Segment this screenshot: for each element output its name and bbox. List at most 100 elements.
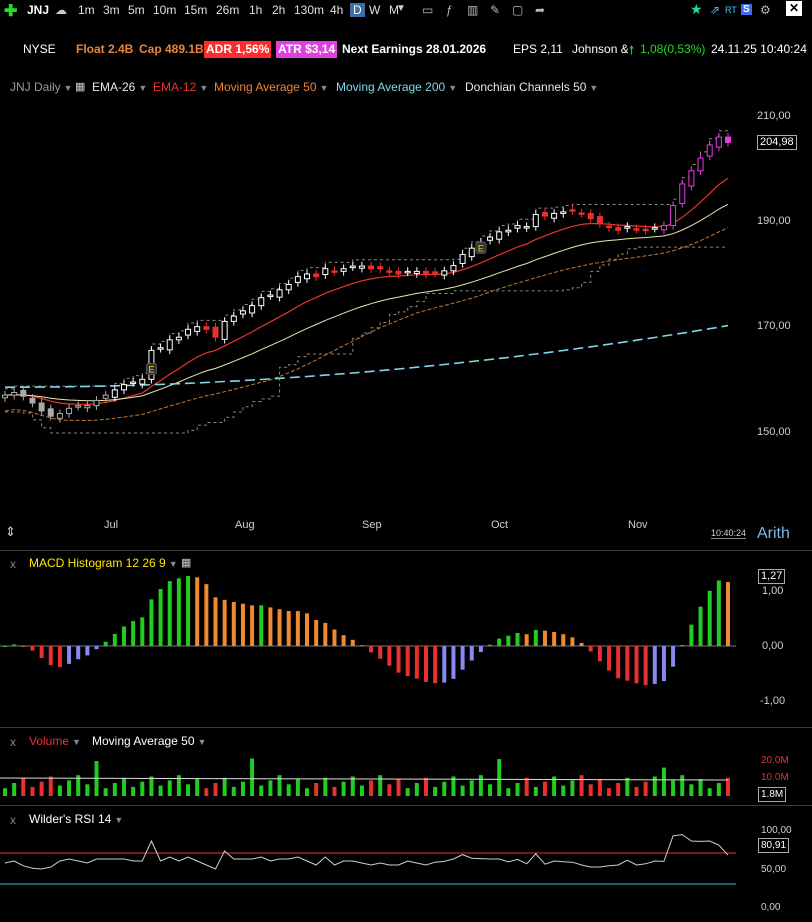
clock-label: 10:40:24 [711,528,747,539]
macd-bar [240,603,245,646]
macd-bar [121,626,126,646]
volume-bar [195,779,200,796]
gear-icon[interactable]: ⚙ [760,3,771,17]
rsi-line [4,834,729,870]
grid-icon[interactable]: ▦ [75,81,86,93]
candle-body [697,157,704,172]
timeframe-1m[interactable]: 1m [78,3,95,17]
study-ema26[interactable]: EMA-26 ▼ [92,80,148,94]
candle-body [459,254,466,264]
timeframe-2h[interactable]: 2h [272,3,286,17]
watchlist-star-icon[interactable]: ★ [690,1,703,17]
candle-body [267,294,274,298]
macd-bar [433,646,438,684]
timeframe-3m[interactable]: 3m [103,3,120,17]
volume-ma-title[interactable]: Moving Average 50 ▼ [92,734,207,748]
macd-bar [698,606,703,646]
timeframe-W[interactable]: W [369,3,381,17]
macd-bar [396,646,401,673]
datetime: 24.11.25 10:40:24 [711,42,807,56]
macd-chart[interactable] [0,551,812,727]
candle-body [84,405,91,409]
rsi-chart[interactable] [0,806,812,922]
candle-body [239,310,246,315]
symbol-field[interactable]: JNJ [27,3,50,17]
timeframe-130m[interactable]: 130m [294,3,325,17]
indicator-icon[interactable]: ƒ [446,3,453,17]
macd-bar [506,635,511,646]
candle-body [551,212,558,219]
exchange-label: NYSE [23,42,56,56]
volume-bar [405,788,410,796]
candle-body [606,225,613,229]
candle-body [624,226,631,229]
candle-body [487,236,494,241]
price-label-170: 170,00 [757,320,791,332]
candle-body [395,270,402,275]
macd-bar [12,644,17,646]
study-ema12[interactable]: EMA-12 ▼ [153,80,209,94]
pane-divider[interactable] [0,550,812,551]
volume-bar [451,776,456,796]
macd-grid-icon[interactable]: ▦ [181,557,192,569]
study-ma50[interactable]: Moving Average 50 ▼ [214,80,329,94]
volume-bar [643,781,648,796]
volume-bar [634,786,639,796]
volume-bar [176,775,181,796]
timeframe-D[interactable]: D [350,3,365,17]
s-icon[interactable]: S [741,4,752,15]
timeframe-1h[interactable]: 1h [249,3,263,17]
add-symbol-icon[interactable]: ✚ [4,3,18,20]
candle-body [349,265,356,269]
volume-close-icon[interactable]: x [10,735,16,749]
macd-bar [671,646,676,667]
candle-body [230,315,237,322]
study-ma200[interactable]: Moving Average 200 ▼ [336,80,458,94]
macd-title[interactable]: MACD Histogram 12 26 9 ▼ [29,556,178,570]
candle-body [422,270,429,275]
draw-icon[interactable]: ✎ [490,3,501,17]
study-donchian[interactable]: Donchian Channels 50 ▼ [465,80,599,94]
close-icon[interactable]: ✕ [786,1,802,16]
link-icon[interactable]: ☁ [55,3,67,17]
candle-body [139,378,146,385]
price-chart[interactable]: EE [0,57,812,545]
candle-body [496,231,503,240]
macd-bar [57,646,62,668]
volume-title[interactable]: Volume ▼ [29,734,81,748]
dropdown-icon[interactable]: ▼ [396,3,406,14]
chat-icon[interactable]: ▢ [512,3,524,17]
macd-close-icon[interactable]: x [10,557,16,571]
arrow-icon[interactable]: ⇗ [710,3,721,17]
timeframe-15m[interactable]: 15m [184,3,208,17]
scale-toggle[interactable]: Arith [757,525,790,542]
timeframe-10m[interactable]: 10m [153,3,177,17]
candle-body [725,136,731,143]
rsi-close-icon[interactable]: x [10,813,16,827]
chart-type-icon[interactable]: ▭ [422,3,434,17]
drag-handle-icon[interactable]: ⇕ [5,524,16,539]
share-icon[interactable]: ➦ [535,3,546,17]
chart-label[interactable]: JNJ Daily ▼ [10,80,73,94]
volume-bar [3,788,7,796]
current-price-box: 204,98 [757,135,797,150]
rsi-label-50: 50,00 [761,864,787,875]
timeframe-5m[interactable]: 5m [128,3,145,17]
macd-bar [332,629,337,646]
rt-icon[interactable]: RT [725,5,737,15]
macd-bar [524,634,529,646]
macd-bar [167,581,172,646]
pane-divider[interactable] [0,805,812,806]
rsi-title[interactable]: Wilder's RSI 14 ▼ [29,812,124,826]
timeframe-M[interactable]: M [389,3,399,17]
volume-bar [39,781,44,796]
bars-icon[interactable]: ▥ [467,3,479,17]
volume-bar [597,779,602,796]
pane-divider[interactable] [0,727,812,728]
macd-bar [378,646,383,659]
volume-chart[interactable] [0,728,812,804]
timeframe-4h[interactable]: 4h [330,3,344,17]
macd-bar [469,646,474,661]
macd-bar [195,577,200,646]
timeframe-26m[interactable]: 26m [216,3,240,17]
